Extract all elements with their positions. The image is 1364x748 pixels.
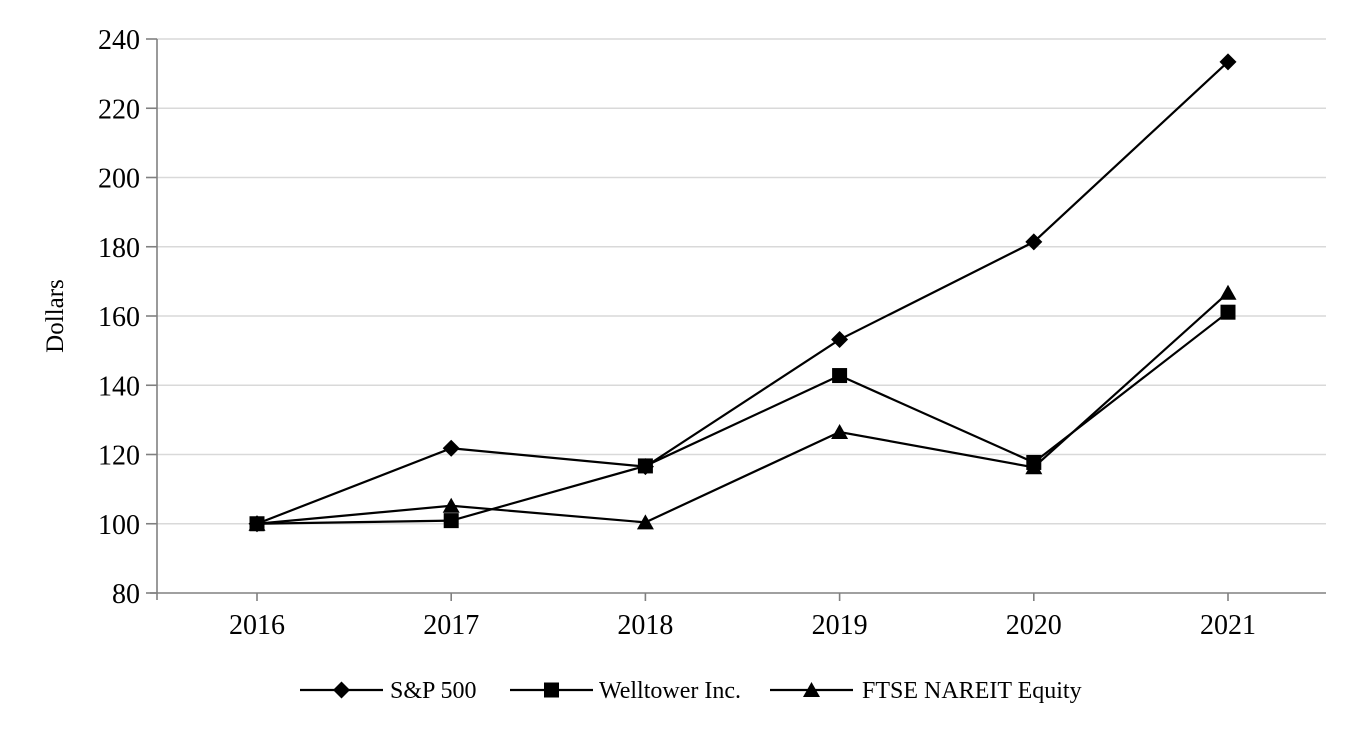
y-tick-label: 200 (98, 164, 140, 195)
series-marker-s-p-500 (1025, 233, 1043, 251)
legend-label: Welltower Inc. (599, 678, 741, 704)
series-marker-s-p-500 (442, 439, 460, 457)
x-tick-label: 2021 (1200, 610, 1256, 641)
y-tick-label: 220 (98, 94, 140, 125)
legend-marker-diamond-icon (333, 681, 350, 699)
y-tick-label: 80 (112, 579, 140, 610)
x-tick-label: 2020 (1006, 610, 1062, 641)
series-marker-welltower-inc (1220, 304, 1236, 320)
y-axis-title: Dollars (42, 279, 69, 353)
legend-label: S&P 500 (390, 678, 476, 704)
series-marker-ftse-nareit-equity (1219, 284, 1237, 300)
y-tick-label: 140 (98, 371, 140, 402)
series-marker-welltower-inc (832, 368, 848, 384)
legend: S&P 500 Welltower Inc. FTSE NAREIT Equity (300, 678, 1082, 704)
series-line-welltower-inc (256, 311, 1229, 525)
x-tick-label: 2016 (229, 610, 285, 641)
y-tick-label: 160 (98, 302, 140, 333)
legend-marker-triangle-icon (803, 682, 820, 697)
y-tick-label: 180 (98, 233, 140, 264)
y-tick-label: 100 (98, 510, 140, 541)
series-line-ftse-nareit-equity (256, 291, 1229, 525)
series-marker-s-p-500 (831, 331, 849, 349)
y-tick-label: 120 (98, 441, 140, 472)
x-tick-label: 2019 (812, 610, 868, 641)
series-marker-welltower-inc (637, 458, 653, 474)
x-tick-label: 2018 (617, 610, 673, 641)
x-tick-label: 2017 (423, 610, 479, 641)
series-marker-welltower-inc (249, 516, 265, 532)
series-marker-welltower-inc (443, 513, 459, 529)
legend-label: FTSE NAREIT Equity (862, 678, 1082, 704)
series-marker-ftse-nareit-equity (831, 423, 849, 439)
series-marker-ftse-nareit-equity (636, 514, 654, 530)
legend-marker-square-icon (544, 682, 559, 698)
y-tick-label: 240 (98, 25, 140, 56)
series-marker-welltower-inc (1026, 454, 1042, 470)
series-line-s-p-500 (256, 61, 1229, 525)
series-marker-s-p-500 (1219, 53, 1237, 71)
series-marker-ftse-nareit-equity (442, 497, 460, 513)
